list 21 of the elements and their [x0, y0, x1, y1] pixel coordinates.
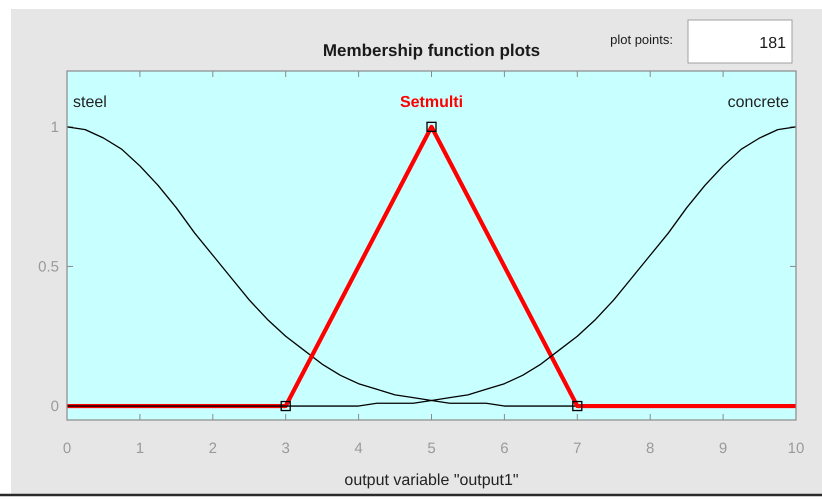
text: 181 [759, 35, 786, 52]
x-tick-label: 9 [718, 440, 728, 457]
x-axis-title: output variable "output1" [344, 472, 519, 489]
x-tick-label: 1 [136, 440, 144, 457]
x-tick-label: 6 [500, 440, 509, 457]
x-tick-label: 0 [62, 440, 72, 457]
series-label: Setmulti [400, 94, 464, 111]
y-tick-label: 1 [50, 118, 59, 136]
y-tick-label: 0.5 [38, 258, 59, 276]
x-tick-label: 8 [646, 440, 654, 457]
series-label: steel [73, 94, 107, 111]
text: plot points: [610, 32, 673, 47]
y-tick-label: 0 [50, 398, 59, 416]
x-tick-label: 4 [354, 440, 363, 457]
x-tick-label: 2 [208, 440, 217, 457]
series-label: concrete [728, 94, 790, 111]
x-tick-label: 5 [427, 440, 436, 457]
chart-title: Membership function plots [322, 41, 540, 60]
x-tick-label: 10 [788, 440, 804, 457]
x-tick-label: 7 [573, 440, 582, 457]
x-tick-label: 3 [282, 440, 290, 457]
